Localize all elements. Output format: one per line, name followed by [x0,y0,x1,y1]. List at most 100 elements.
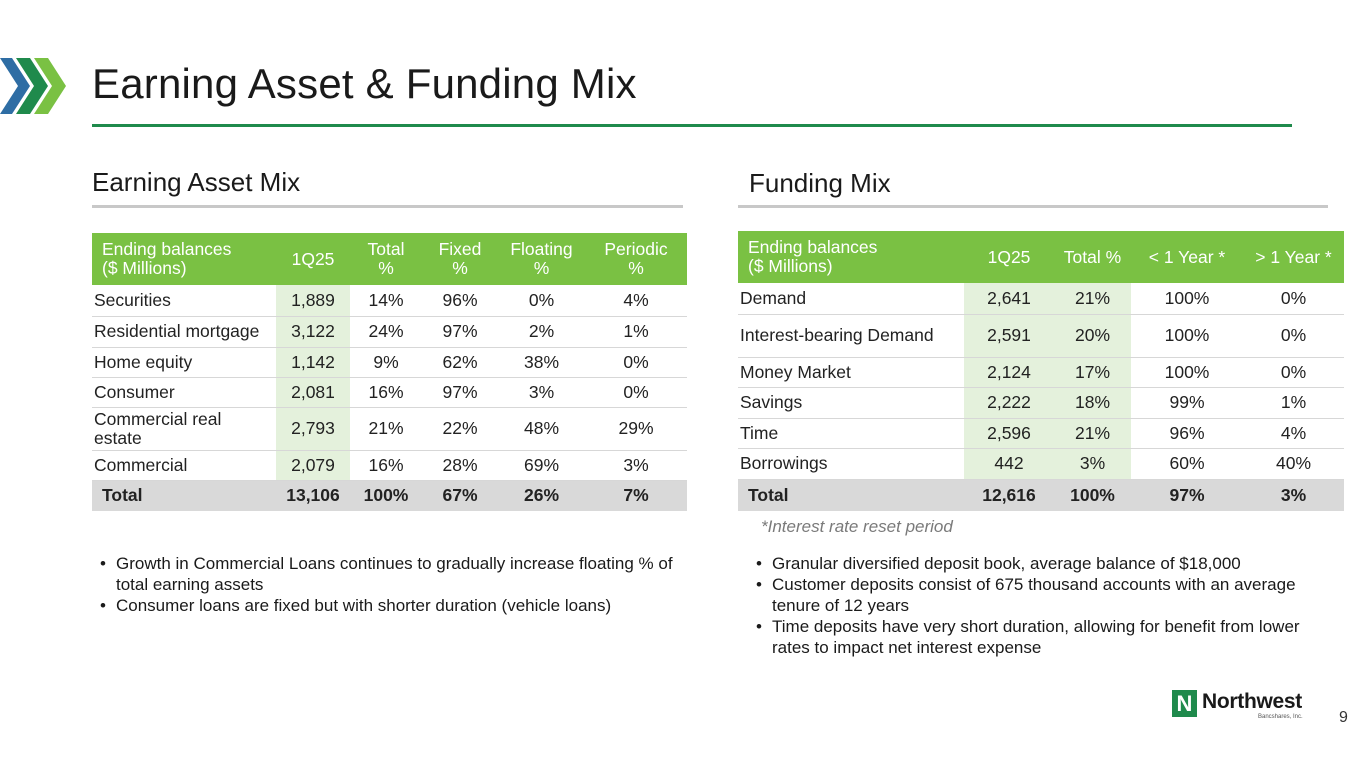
table-cell: 4% [1243,418,1344,449]
row-label: Residential mortgage [92,316,276,348]
row-label: Borrowings [738,448,964,480]
table-cell: 40% [1243,448,1344,480]
chevron-arrows-icon [0,58,66,114]
bullet-item: Growth in Commercial Loans continues to … [93,553,683,595]
row-label: Money Market [738,357,964,388]
table-cell: 2,124 [964,357,1054,388]
table-cell: 3,122 [276,316,350,348]
table-cell: 9% [350,347,422,378]
column-header: Ending balances ($ Millions) [92,233,276,285]
total-row: Total 13,106 100% 67% 26% 7% [92,480,687,511]
column-header: Periodic% [585,233,687,285]
logo-name: Northwest [1202,690,1302,713]
funding-mix-bullets: Granular diversified deposit book, avera… [749,553,1339,658]
table-cell: 69% [498,450,585,481]
table-row: Residential mortgage 3,122 24% 97% 2% 1% [92,316,687,348]
earning-asset-table: Ending balances ($ Millions) 1Q25 Total% Fix… [92,233,687,511]
column-header: Fixed% [422,233,498,285]
table-cell: 100% [1131,283,1243,315]
column-header-text: 1Q25 [291,248,335,269]
table-cell: 0% [585,377,687,408]
table-cell: 2,222 [964,387,1054,419]
table-row: Savings 2,222 18% 99% 1% [738,387,1344,419]
table-cell: 3% [585,450,687,481]
column-header-text: Floating [510,239,573,259]
table-cell: 29% [585,407,687,451]
column-header: > 1 Year * [1243,231,1344,283]
column-header-text: % [628,258,644,278]
table-cell: 99% [1131,387,1243,419]
table-cell: 3% [498,377,585,408]
logo-subtitle: Bancshares, Inc. [1258,714,1303,720]
table-cell: 3% [1054,448,1131,480]
column-header-text: Total [367,239,405,259]
column-header-text: % [533,258,550,278]
logo-mark: N [1172,690,1197,717]
earning-asset-bullets: Growth in Commercial Loans continues to … [93,553,683,616]
total-cell: 100% [350,480,422,511]
row-label: Securities [92,285,276,317]
row-label: Consumer [92,377,276,408]
table-cell: 2,079 [276,450,350,481]
table-row: Time 2,596 21% 96% 4% [738,418,1344,449]
table-cell: 16% [350,450,422,481]
total-cell: 97% [1131,479,1243,511]
interest-rate-footnote: *Interest rate reset period [761,517,953,536]
total-cell: 7% [585,480,687,511]
table-cell: 2,591 [964,314,1054,358]
column-header: 1Q25 [964,231,1054,283]
table-cell: 96% [1131,418,1243,449]
column-header-text: 1Q25 [987,246,1031,267]
column-header: Floating% [498,233,585,285]
table-cell: 28% [422,450,498,481]
table-cell: 1,889 [276,285,350,317]
table-cell: 24% [350,316,422,348]
column-header: 1Q25 [276,233,350,285]
table-cell: 0% [498,285,585,317]
table-header-row: Ending balances ($ Millions) 1Q25 Total % < … [738,231,1344,283]
table-cell: 21% [1054,283,1131,315]
table-cell: 2,641 [964,283,1054,315]
table-cell: 2% [498,316,585,348]
table-cell: 38% [498,347,585,378]
column-header: Total% [350,233,422,285]
table-cell: 0% [585,347,687,378]
column-header-text: Fixed [438,239,482,259]
table-cell: 97% [422,377,498,408]
column-header-text: Ending balances [748,237,878,257]
page-number: 9 [1339,709,1348,726]
column-header-text: ($ Millions) [748,256,833,276]
column-header-text: % [452,258,468,278]
column-header-text: ($ Millions) [102,258,187,278]
table-cell: 97% [422,316,498,348]
table-row: Commercial real estate 2,793 21% 22% 48% 29% [92,407,687,451]
table-cell: 2,081 [276,377,350,408]
table-cell: 0% [1243,357,1344,388]
table-cell: 0% [1243,283,1344,315]
funding-mix-divider [738,205,1328,208]
page-title: Earning Asset & Funding Mix [92,60,637,107]
table-cell: 48% [498,407,585,451]
funding-mix-heading: Funding Mix [749,168,891,198]
table-cell: 21% [1054,418,1131,449]
column-header-text: Total % [1063,246,1122,267]
table-cell: 1% [1243,387,1344,419]
table-cell: 1,142 [276,347,350,378]
total-label: Total [738,479,964,511]
total-cell: 13,106 [276,480,350,511]
table-cell: 2,596 [964,418,1054,449]
funding-mix-table: Ending balances ($ Millions) 1Q25 Total % < … [738,231,1344,511]
total-cell: 26% [498,480,585,511]
table-cell: 442 [964,448,1054,480]
table-cell: 96% [422,285,498,317]
table-cell: 100% [1131,314,1243,358]
row-label: Interest-bearing Demand [738,314,964,358]
bullet-item: Customer deposits consist of 675 thousan… [749,574,1339,616]
total-cell: 12,616 [964,479,1054,511]
row-label: Time [738,418,964,449]
table-row: Demand 2,641 21% 100% 0% [738,283,1344,315]
table-cell: 2,793 [276,407,350,451]
total-cell: 3% [1243,479,1344,511]
table-row: Money Market 2,124 17% 100% 0% [738,357,1344,388]
row-label: Home equity [92,347,276,378]
